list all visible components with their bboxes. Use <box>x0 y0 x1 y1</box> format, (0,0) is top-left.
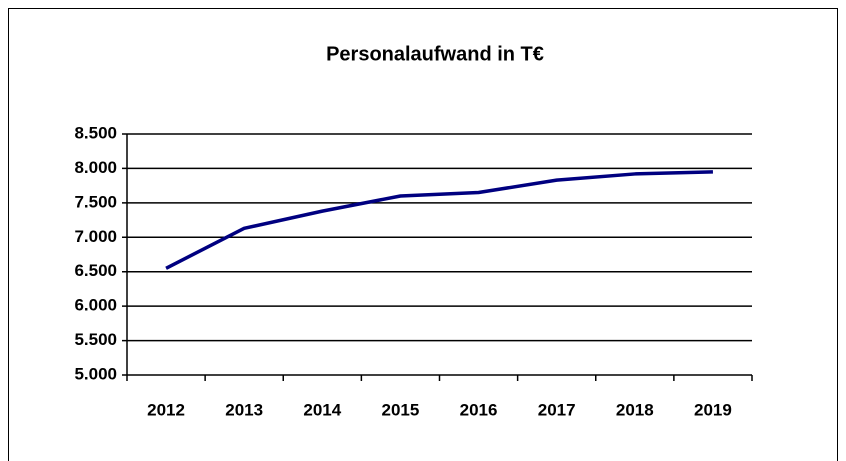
x-tick-label: 2014 <box>303 400 341 419</box>
x-tick-label: 2016 <box>460 400 498 419</box>
y-tick-label: 7.000 <box>74 227 117 246</box>
y-tick-label: 5.000 <box>74 364 117 383</box>
data-line <box>165 170 713 270</box>
chart-title: Personalaufwand in T€ <box>326 43 544 65</box>
x-tick-label: 2018 <box>616 400 654 419</box>
y-tick-label: 6.000 <box>74 296 117 315</box>
y-tick-label: 8.500 <box>74 123 117 142</box>
x-tick-label: 2012 <box>147 400 185 419</box>
y-tick-label: 7.500 <box>74 192 117 211</box>
y-tick-label: 8.000 <box>74 158 117 177</box>
x-tick-label: 2019 <box>694 400 732 419</box>
chart-frame <box>8 8 838 461</box>
y-tick-label: 5.500 <box>74 330 117 349</box>
x-tick-label: 2013 <box>225 400 263 419</box>
x-tick-label: 2015 <box>382 400 420 419</box>
x-tick-label: 2017 <box>538 400 576 419</box>
y-tick-label: 6.500 <box>74 261 117 280</box>
